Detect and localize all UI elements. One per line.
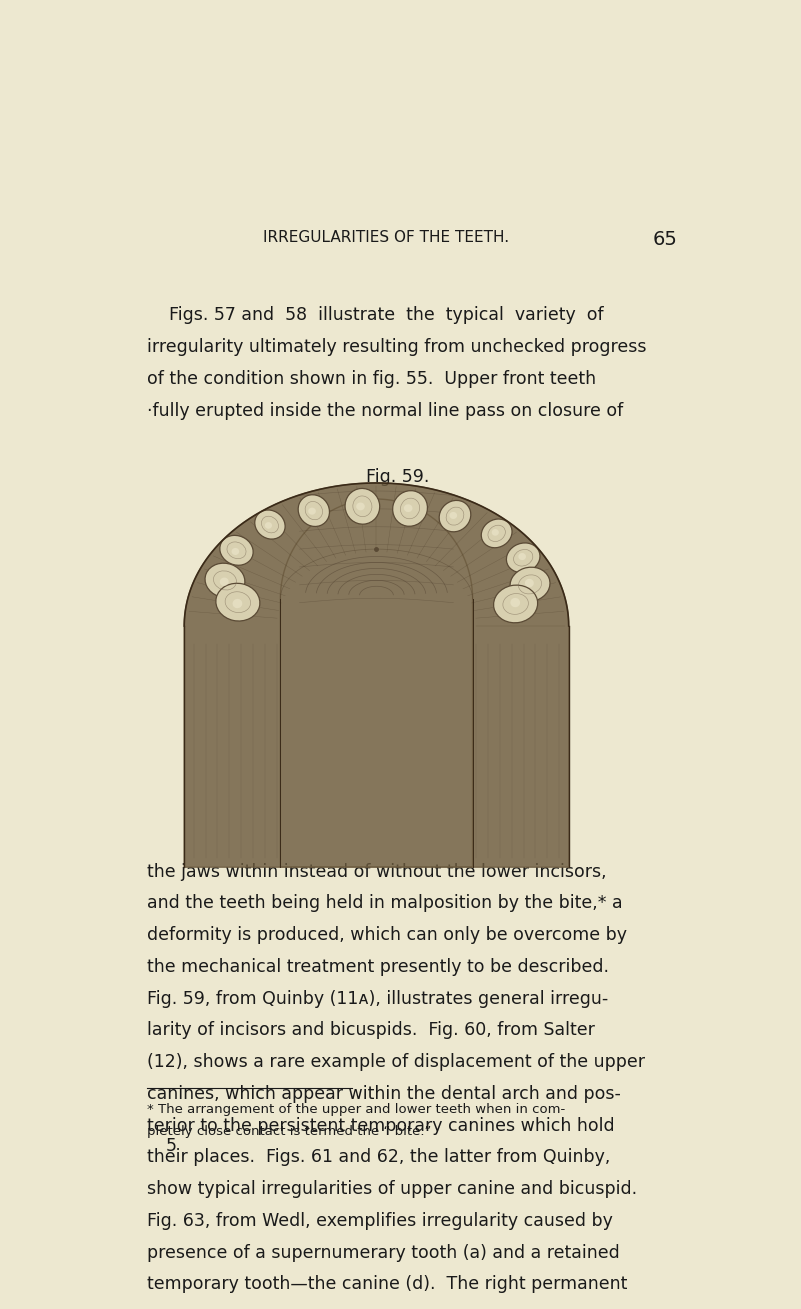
Text: Fig. 59, from Quinby (11ᴀ), illustrates general irregu-: Fig. 59, from Quinby (11ᴀ), illustrates … [147,990,608,1008]
Text: their places.  Figs. 61 and 62, the latter from Quinby,: their places. Figs. 61 and 62, the latte… [147,1148,610,1166]
Text: show typical irregularities of upper canine and bicuspid.: show typical irregularities of upper can… [147,1181,637,1198]
Text: 65: 65 [653,229,678,249]
Text: terior to the persistent temporary canines which hold: terior to the persistent temporary canin… [147,1117,614,1135]
Ellipse shape [392,491,428,526]
Ellipse shape [439,500,471,531]
Text: of the condition shown in fig. 55.  Upper front teeth: of the condition shown in fig. 55. Upper… [147,369,596,387]
Ellipse shape [308,508,316,514]
Text: (12), shows a rare example of displacement of the upper: (12), shows a rare example of displaceme… [147,1054,645,1071]
Ellipse shape [492,529,499,535]
Ellipse shape [510,567,550,602]
Ellipse shape [404,504,413,512]
Text: canines, which appear within the dental arch and pos-: canines, which appear within the dental … [147,1085,621,1103]
Polygon shape [184,483,569,868]
Ellipse shape [219,535,253,565]
Ellipse shape [518,552,526,560]
Text: irregularity ultimately resulting from unchecked progress: irregularity ultimately resulting from u… [147,338,646,356]
Text: the mechanical treatment presently to be described.: the mechanical treatment presently to be… [147,958,609,977]
Ellipse shape [255,511,285,539]
Text: temporary tooth—the canine (d).  The right permanent: temporary tooth—the canine (d). The righ… [147,1275,627,1293]
Ellipse shape [506,543,540,572]
Ellipse shape [525,579,533,588]
Ellipse shape [345,488,380,524]
Text: pletely close contact is termed the “ bite.”: pletely close contact is termed the “ bi… [147,1124,431,1138]
Text: larity of incisors and bicuspids.  Fig. 60, from Salter: larity of incisors and bicuspids. Fig. 6… [147,1021,594,1039]
Text: the jaws within instead of without the lower incisors,: the jaws within instead of without the l… [147,863,606,881]
Text: and the teeth being held in malposition by the bite,* a: and the teeth being held in malposition … [147,894,622,912]
Ellipse shape [481,520,512,547]
Ellipse shape [510,598,520,607]
Ellipse shape [265,522,272,529]
Text: Fig. 63, from Wedl, exemplifies irregularity caused by: Fig. 63, from Wedl, exemplifies irregula… [147,1212,613,1230]
Text: presence of a supernumerary tooth (a) and a retained: presence of a supernumerary tooth (a) an… [147,1244,619,1262]
Text: ·fully erupted inside the normal line pass on closure of: ·fully erupted inside the normal line pa… [147,402,623,419]
Ellipse shape [205,563,245,598]
Text: IRREGULARITIES OF THE TEETH.: IRREGULARITIES OF THE TEETH. [263,229,509,245]
Text: 5: 5 [165,1136,176,1155]
Text: * The arrangement of the upper and lower teeth when in com-: * The arrangement of the upper and lower… [147,1102,565,1115]
Ellipse shape [356,503,364,511]
Ellipse shape [449,512,457,518]
Ellipse shape [298,495,329,526]
Ellipse shape [215,584,260,620]
Ellipse shape [231,548,239,555]
Ellipse shape [232,598,242,609]
Ellipse shape [219,577,229,586]
Text: Fig. 59.: Fig. 59. [366,467,430,486]
Text: deformity is produced, which can only be overcome by: deformity is produced, which can only be… [147,927,626,944]
Ellipse shape [493,585,537,623]
Text: Figs. 57 and  58  illustrate  the  typical  variety  of: Figs. 57 and 58 illustrate the typical v… [147,306,603,325]
